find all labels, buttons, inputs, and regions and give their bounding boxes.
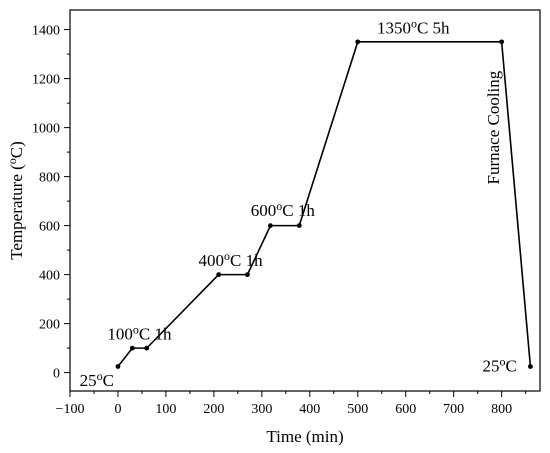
y-tick-label: 0: [53, 367, 60, 382]
y-tick-label: 600: [39, 220, 60, 235]
x-tick-label: −100: [56, 402, 85, 417]
x-tick-label: 100: [155, 402, 176, 417]
y-tick-label: 400: [39, 269, 60, 284]
y-tick-label: 1000: [32, 122, 60, 137]
x-tick-label: 200: [203, 402, 224, 417]
y-axis-title: Temperature (oC): [5, 141, 26, 260]
y-tick-label: 200: [39, 318, 60, 333]
axes: [69, 9, 541, 392]
data-point: [115, 364, 121, 369]
annotation-end-25: 25oC: [482, 354, 516, 375]
plot-frame: [69, 9, 541, 392]
data-point: [499, 39, 505, 45]
x-tick-label: 0: [114, 402, 121, 417]
y-tick-label: 1400: [32, 24, 60, 39]
y-tick-label: 1200: [32, 73, 60, 88]
series-line: [117, 41, 532, 367]
ticks: −100 0 100 200 300 400 500 600 700 800 0 200 400 600 8…: [32, 24, 527, 417]
annotation-start-25: 25oC: [80, 369, 114, 390]
data-point: [355, 39, 361, 45]
annotation-hold-600: 600oC 1h: [251, 199, 316, 220]
data-point: [296, 223, 302, 229]
x-tick-label: 300: [251, 402, 272, 417]
data-point: [216, 272, 222, 278]
x-axis-title: Time (min): [266, 427, 343, 446]
annotation-hold-1350: 1350oC 5h: [377, 16, 450, 37]
data-point: [129, 345, 135, 351]
data-point: [268, 223, 273, 229]
annotation-furnace-cooling: Furnace Cooling: [484, 70, 503, 184]
series: [115, 39, 533, 369]
y-tick-label: 800: [39, 171, 60, 186]
x-tick-label: 800: [491, 402, 512, 417]
data-point: [144, 345, 150, 351]
annotations: 25oC 100oC 1h 400oC 1h 600oC 1h 1350oC 5h 25o…: [80, 16, 517, 390]
data-point: [528, 364, 533, 369]
x-tick-label: 400: [299, 402, 320, 417]
x-tick-label: 600: [395, 402, 416, 417]
x-tick-label: 700: [443, 402, 464, 417]
data-point: [245, 272, 250, 278]
x-tick-label: 500: [347, 402, 368, 417]
annotation-hold-400: 400oC 1h: [199, 249, 264, 270]
annotation-hold-100: 100oC 1h: [107, 323, 172, 344]
